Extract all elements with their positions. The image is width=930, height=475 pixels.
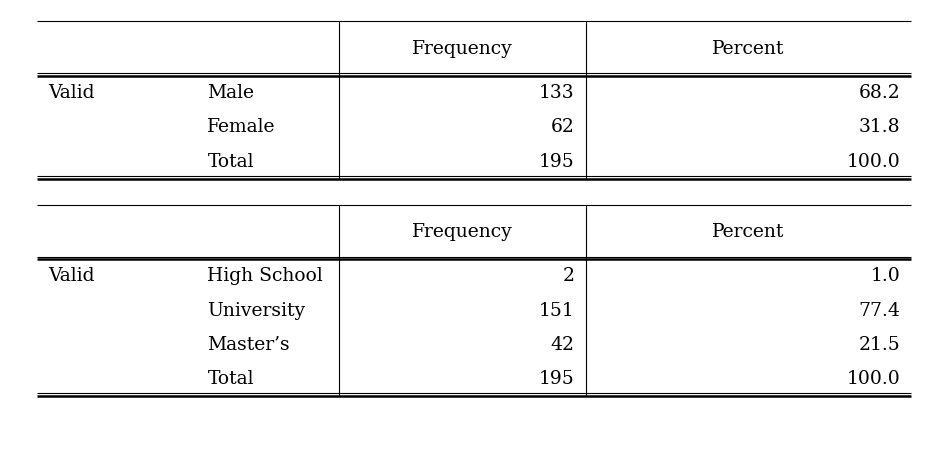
Text: 62: 62: [551, 118, 575, 136]
Text: 31.8: 31.8: [858, 118, 900, 136]
Text: 77.4: 77.4: [858, 302, 900, 320]
Text: 133: 133: [539, 84, 575, 102]
Text: 100.0: 100.0: [846, 370, 900, 388]
Text: Frequency: Frequency: [412, 40, 513, 57]
Text: 1.0: 1.0: [870, 267, 900, 285]
Text: Percent: Percent: [712, 40, 785, 57]
Text: 42: 42: [551, 336, 575, 354]
Text: 151: 151: [539, 302, 575, 320]
Text: 100.0: 100.0: [846, 152, 900, 171]
Text: 68.2: 68.2: [858, 84, 900, 102]
Text: Frequency: Frequency: [412, 223, 513, 241]
Text: Master’s: Master’s: [207, 336, 290, 354]
Text: Valid: Valid: [48, 84, 95, 102]
Text: Female: Female: [207, 118, 276, 136]
Text: Valid: Valid: [48, 267, 95, 285]
Text: 2: 2: [563, 267, 575, 285]
Text: Total: Total: [207, 152, 254, 171]
Text: High School: High School: [207, 267, 323, 285]
Text: Total: Total: [207, 370, 254, 388]
Text: 195: 195: [539, 370, 575, 388]
Text: 21.5: 21.5: [858, 336, 900, 354]
Text: University: University: [207, 302, 306, 320]
Text: 195: 195: [539, 152, 575, 171]
Text: Male: Male: [207, 84, 255, 102]
Text: Percent: Percent: [712, 223, 785, 241]
